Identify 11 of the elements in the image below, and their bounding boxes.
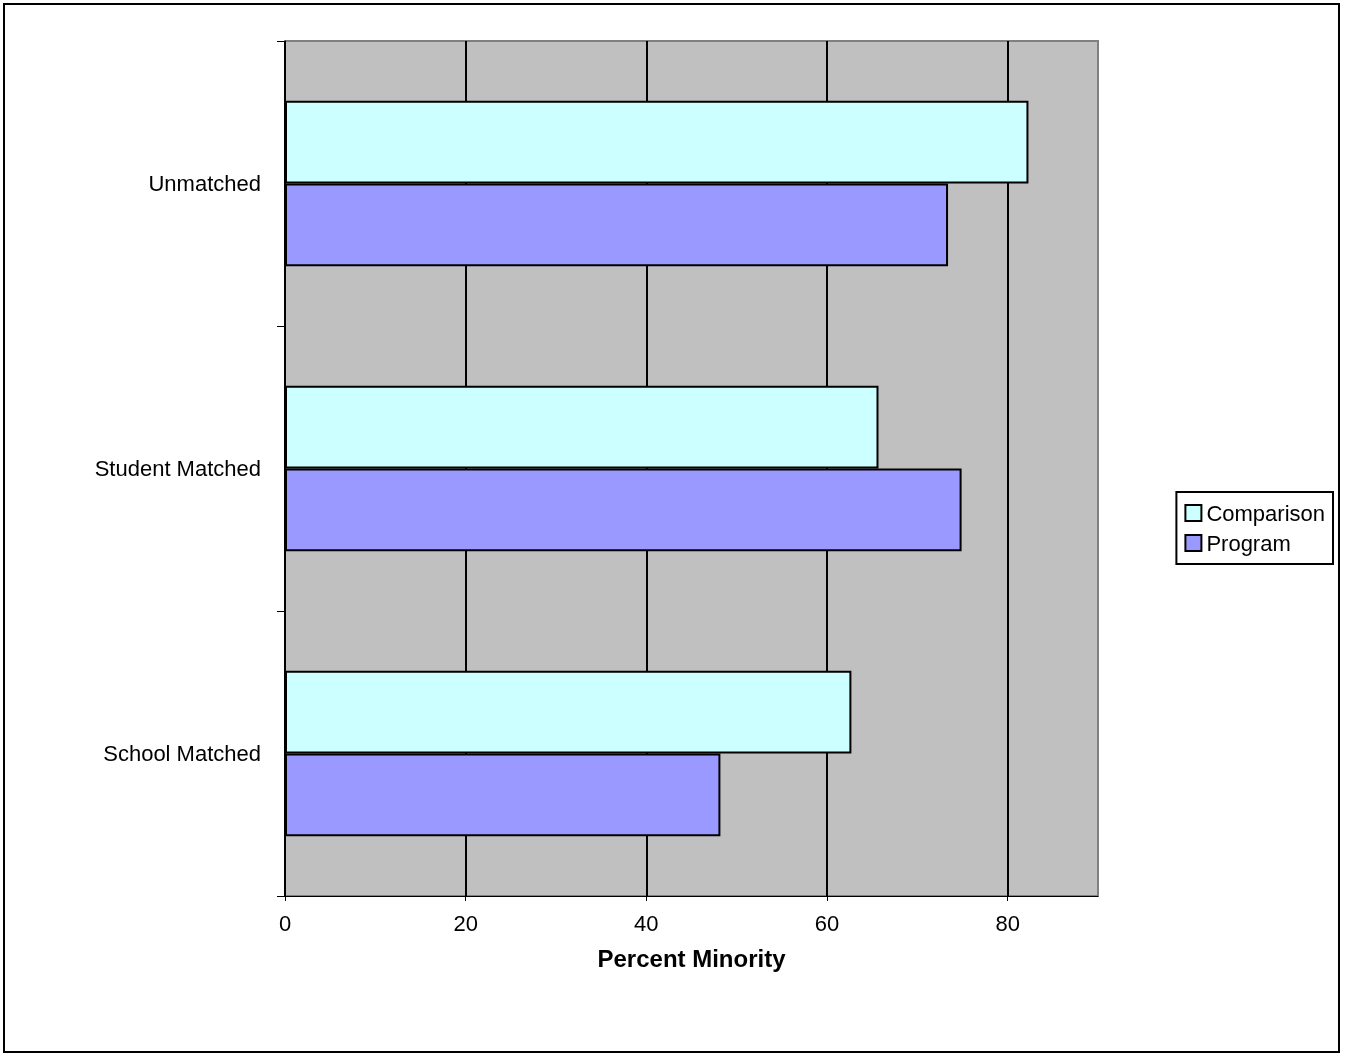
legend-label: Comparison [1206,500,1325,526]
y-tick-label: Student Matched [94,456,261,481]
x-tick-label: 80 [995,910,1020,936]
y-tick-label: School Matched [103,741,261,766]
y-tick-label: Unmatched [148,171,261,196]
x-tick-label: 40 [634,910,659,936]
x-axis-title: Percent Minority [597,944,787,972]
x-tick-label: 20 [453,910,478,936]
legend-label: Program [1206,530,1291,556]
x-tick-label: 60 [814,910,840,936]
x-tick-label: 0 [278,910,292,936]
